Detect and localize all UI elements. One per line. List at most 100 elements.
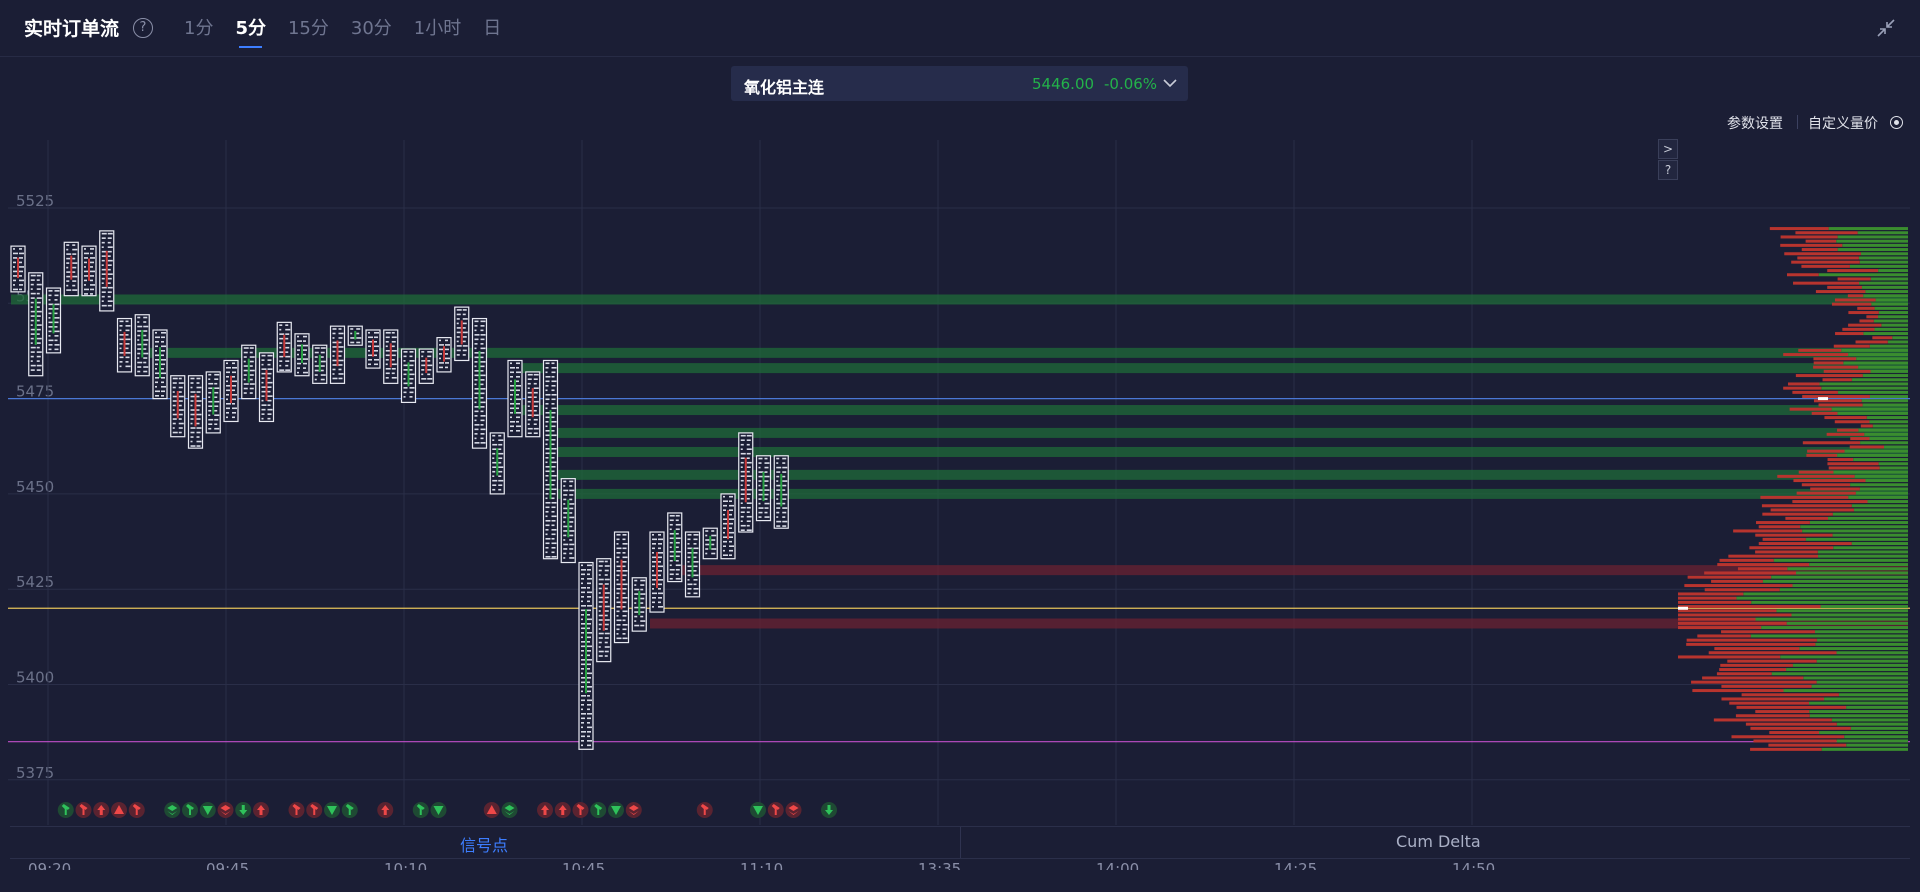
footprint-cell [30, 319, 34, 322]
footprint-cell [675, 577, 681, 580]
footprint-cell [545, 434, 550, 437]
footprint-cell [178, 377, 182, 380]
footprint-cell [675, 573, 679, 576]
footprint-cell [652, 574, 657, 577]
footprint-cell [285, 342, 291, 344]
tab-15min[interactable]: 15分 [287, 18, 329, 39]
volume-profile-bar [1878, 311, 1908, 315]
candle-body [230, 375, 232, 404]
volume-profile-bar [1762, 537, 1806, 541]
tab-signal-points[interactable]: 信号点 [460, 836, 509, 855]
candle-body [531, 388, 534, 418]
footprint-cell [498, 457, 503, 460]
footprint-cell [563, 539, 566, 541]
expand-panel-button[interactable]: > [1658, 139, 1678, 159]
footprint-cell [527, 382, 531, 385]
footprint-cell [19, 270, 23, 273]
footprint-cell [652, 583, 655, 586]
footprint-cell [616, 615, 619, 617]
footprint-cell [533, 382, 537, 385]
footprint-cell [545, 429, 551, 432]
footprint-cell [616, 534, 621, 536]
footprint-cell [143, 316, 148, 319]
footprint-cell [226, 362, 228, 365]
footprint-cell [30, 337, 34, 340]
footprint-cell [445, 348, 449, 351]
candle-body [301, 344, 303, 364]
footprint-cell [758, 489, 764, 491]
target-icon[interactable] [1890, 116, 1903, 129]
tab-1min[interactable]: 1分 [184, 18, 214, 39]
footprint-cell [125, 343, 130, 345]
footprint-cell [261, 399, 264, 402]
footprint-cell [687, 543, 690, 545]
footprint-cell [782, 471, 787, 473]
footprint-cell [581, 717, 585, 720]
footprint-cell [226, 398, 228, 401]
footprint-cell [533, 387, 539, 390]
footprint-cell [36, 369, 41, 371]
footprint-cell [30, 310, 36, 313]
footprint-cell [368, 336, 373, 339]
arrow-up-icon [541, 805, 549, 815]
footprint-cell [172, 391, 175, 393]
footprint-cell [587, 632, 592, 634]
volume-profile-bar [1786, 668, 1908, 672]
footprint-cell [669, 514, 675, 517]
footprint-cell [374, 331, 379, 334]
footprint-cell [368, 345, 371, 348]
volume-profile-bar [1862, 374, 1908, 378]
footprint-cell [338, 332, 344, 335]
footprint-cell [498, 470, 503, 473]
custom-volume-price-button[interactable]: 自定义量价 [1808, 116, 1878, 132]
footprint-cell [54, 299, 58, 301]
footprint-cell [350, 328, 354, 330]
volume-profile-bar [1867, 500, 1908, 504]
footprint-cell [669, 532, 675, 535]
volume-profile-bar [1792, 500, 1868, 504]
footprint-cell [374, 349, 378, 352]
symbol-selector[interactable]: 氧化铝主连 5446.00 -0.06% [731, 66, 1188, 101]
footprint-cell [598, 592, 601, 594]
footprint-cell [545, 533, 548, 536]
footprint-cell [598, 632, 604, 635]
footprint-cell [409, 382, 413, 385]
footprint-cell [622, 592, 626, 595]
chart-help-button[interactable]: ? [1658, 160, 1678, 180]
settings-button[interactable]: 参数设置 [1727, 116, 1783, 132]
triangle-up-icon [114, 805, 124, 814]
footprint-cell [261, 354, 266, 357]
footprint-cell [409, 396, 413, 398]
tab-day[interactable]: 日 [483, 18, 502, 39]
tab-cum-delta[interactable]: Cum Delta [1396, 832, 1481, 851]
footprint-cell [314, 378, 317, 381]
candle-body [780, 473, 783, 507]
y-tick-label: 5475 [16, 383, 54, 401]
volume-profile-bar [1811, 411, 1838, 415]
footprint-cell [107, 300, 113, 302]
footprint-cell [604, 565, 610, 567]
footprint-cell [622, 556, 628, 559]
volume-profile-bar [1796, 491, 1856, 495]
footprint-chart[interactable]: 552555005475545054255400537509:2009:4510… [0, 120, 1920, 870]
footprint-cell [19, 257, 23, 259]
x-tick-label: 09:45 [206, 860, 249, 870]
volume-profile-bar [1832, 512, 1908, 516]
footprint-cell [54, 303, 60, 306]
footprint-cell [545, 443, 548, 446]
footprint-cell [143, 334, 147, 337]
tab-1hour[interactable]: 1小时 [413, 18, 462, 39]
tab-30min[interactable]: 30分 [350, 18, 392, 39]
tab-5min[interactable]: 5分 [235, 14, 266, 48]
footprint-cell [279, 346, 282, 349]
footprint-cell [480, 379, 485, 381]
collapse-icon[interactable] [1874, 16, 1898, 40]
footprint-cell [303, 367, 306, 369]
x-tick-label: 13:35 [918, 860, 961, 870]
volume-profile-bar [1798, 348, 1842, 352]
volume-profile-bar [1802, 441, 1861, 445]
footprint-cell [551, 456, 555, 459]
timeframe-tabs: 1分 5分 15分 30分 1小时 日 [184, 14, 523, 48]
help-icon[interactable]: ? [133, 18, 153, 38]
footprint-cell [155, 340, 159, 343]
